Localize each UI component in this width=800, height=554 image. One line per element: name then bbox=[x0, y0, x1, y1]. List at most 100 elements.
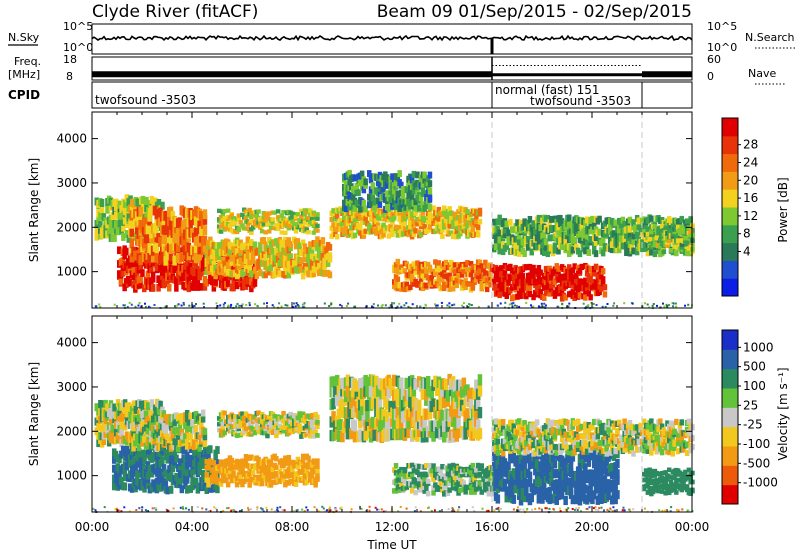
vel-axes-ytick-1: 2000 bbox=[56, 424, 87, 438]
velocity-axes: 1000 2000 3000 4000 bbox=[56, 316, 693, 512]
noise-trace bbox=[91, 34, 693, 54]
power-cbar-swatch-4 bbox=[722, 207, 738, 226]
x-axis-label: Time UT bbox=[366, 538, 417, 552]
power-axes-ytick-3: 4000 bbox=[56, 132, 87, 146]
vel-cbar-swatch-8 bbox=[722, 330, 738, 350]
x-tick-6: 00:00 bbox=[675, 520, 710, 534]
noise-tick-left-top: 10^5 bbox=[63, 20, 93, 33]
power-colorbar: 28 24 20 16 12 8 4 bbox=[721, 117, 758, 297]
noise-tick-right-top: 10^5 bbox=[707, 20, 737, 33]
cpid-segment-3: twofsound -3503 bbox=[530, 94, 631, 108]
power-cbar-swatch-8 bbox=[722, 135, 738, 155]
velocity-ylabel: Slant Range [km] bbox=[27, 362, 41, 466]
vel-data-band-7 bbox=[492, 449, 620, 506]
vel-data-band-3 bbox=[204, 453, 320, 488]
vel-cbar-tick-4: -25 bbox=[743, 418, 763, 432]
vel-data-band-5 bbox=[329, 373, 483, 444]
power-data-band-7 bbox=[392, 258, 495, 293]
x-tick-2: 08:00 bbox=[275, 520, 310, 534]
vel-axes-ytick-2: 3000 bbox=[56, 380, 87, 394]
freq-unit-label: [MHz] bbox=[8, 68, 40, 81]
freq-nave-strip: Freq. [MHz] 18 8 60 0 Nave bbox=[8, 53, 785, 85]
power-data-band-4 bbox=[217, 207, 320, 235]
vel-axes-ytick-0: 1000 bbox=[56, 469, 87, 483]
nave-tick-bottom: 0 bbox=[707, 70, 714, 83]
power-cbar-swatch-9 bbox=[722, 118, 738, 137]
nsky-label: N.Sky bbox=[8, 31, 40, 44]
velocity-colorbar: 1000 500 100 25 -25 -100 -500 -1000 bbox=[721, 329, 778, 505]
vel-cbar-tick-2: 100 bbox=[743, 379, 766, 393]
vel-cbar-tick-0: 1000 bbox=[743, 340, 774, 354]
vel-cbar-tick-7: -1000 bbox=[743, 476, 778, 490]
beam-date-title: Beam 09 01/Sep/2015 - 02/Sep/2015 bbox=[377, 2, 692, 22]
power-cbar-swatch-1 bbox=[722, 260, 738, 279]
cpid-label: CPID bbox=[8, 88, 40, 102]
vel-cbar-swatch-3 bbox=[722, 426, 738, 447]
vel-cbar-swatch-4 bbox=[722, 407, 738, 428]
vel-cbar-swatch-2 bbox=[722, 446, 738, 466]
freq-strip-frame bbox=[91, 56, 693, 81]
power-panel: 1000 2000 3000 4000 Slant Range [km] 28 24 20… bbox=[27, 111, 790, 310]
freq-trace bbox=[92, 57, 692, 80]
power-echoes bbox=[94, 169, 695, 310]
nsky-trace-line bbox=[91, 34, 693, 42]
noise-tick-left-bottom: 10^0 bbox=[63, 41, 93, 54]
vel-cbar-swatch-6 bbox=[722, 368, 738, 389]
nave-tick-top: 60 bbox=[707, 53, 721, 66]
x-tick-1: 04:00 bbox=[175, 520, 210, 534]
noise-strip: N.Sky 10^5 10^0 10^5 10^0 N.Search bbox=[8, 20, 795, 55]
power-cbar-swatch-5 bbox=[722, 189, 738, 208]
vel-cbar-swatch-5 bbox=[722, 388, 738, 408]
velocity-echoes bbox=[92, 373, 695, 514]
power-cbar-swatch-2 bbox=[722, 242, 738, 261]
power-axes-ytick-2: 3000 bbox=[56, 176, 87, 190]
station-title: Clyde River (fitACF) bbox=[92, 2, 258, 22]
x-tick-3: 12:00 bbox=[375, 520, 410, 534]
power-cbar-tick-0: 28 bbox=[743, 138, 758, 152]
vel-cbar-tick-3: 25 bbox=[743, 398, 758, 412]
power-cbar-tick-6: 4 bbox=[743, 245, 751, 259]
vel-data-band-1 bbox=[112, 445, 220, 495]
vel-data-band-8 bbox=[492, 418, 695, 457]
vel-cbar-swatch-0 bbox=[722, 484, 738, 505]
freq-label: Freq. bbox=[14, 55, 41, 68]
power-data-band-2 bbox=[129, 205, 208, 266]
cpid-strip-frame bbox=[91, 81, 693, 109]
freq-band-normal bbox=[492, 73, 642, 77]
power-colorbar-label: Power [dB] bbox=[776, 177, 790, 242]
nsearch-label: N.Search bbox=[745, 31, 795, 44]
vel-cbar-tick-1: 500 bbox=[743, 360, 766, 374]
vel-data-band-9 bbox=[642, 467, 695, 497]
velocity-panel: 1000 2000 3000 4000 Slant Range [km] 1000 50… bbox=[27, 315, 790, 514]
velocity-colorbar-label: Velocity [m s⁻¹] bbox=[776, 367, 790, 460]
noise-tick-right-bottom: 10^0 bbox=[707, 41, 737, 54]
freq-band-2 bbox=[642, 71, 692, 78]
cpid-segment-2: normal (fast) 151 bbox=[495, 83, 599, 97]
power-ylabel: Slant Range [km] bbox=[27, 158, 41, 262]
power-cbar-swatch-6 bbox=[722, 171, 738, 190]
vel-axes-ytick-3: 4000 bbox=[56, 336, 87, 350]
power-data-band-8 bbox=[492, 263, 608, 302]
vel-data-band-4 bbox=[217, 410, 320, 439]
power-cbar-swatch-7 bbox=[722, 153, 738, 172]
power-axes-ytick-1: 2000 bbox=[56, 220, 87, 234]
power-axes: 1000 2000 3000 4000 bbox=[56, 112, 693, 308]
freq-band-1 bbox=[92, 71, 492, 78]
power-axes-ytick-0: 1000 bbox=[56, 265, 87, 279]
vel-cbar-swatch-7 bbox=[722, 349, 738, 370]
x-axis-tick-labels: 00:00 04:00 08:00 12:00 16:00 20:00 00:00 bbox=[75, 520, 710, 534]
power-cbar-swatch-3 bbox=[722, 224, 738, 244]
power-cbar-tick-1: 24 bbox=[743, 156, 758, 170]
power-data-ground-scatter bbox=[94, 301, 693, 310]
x-tick-4: 16:00 bbox=[475, 520, 510, 534]
power-cbar-swatch-0 bbox=[722, 278, 738, 297]
cpid-segment-1: twofsound -3503 bbox=[95, 93, 196, 107]
vel-data-band-2 bbox=[129, 409, 208, 453]
nave-label: Nave bbox=[748, 67, 776, 80]
vel-cbar-tick-5: -100 bbox=[743, 437, 770, 451]
x-tick-5: 20:00 bbox=[575, 520, 610, 534]
power-cbar-tick-5: 8 bbox=[743, 227, 751, 241]
